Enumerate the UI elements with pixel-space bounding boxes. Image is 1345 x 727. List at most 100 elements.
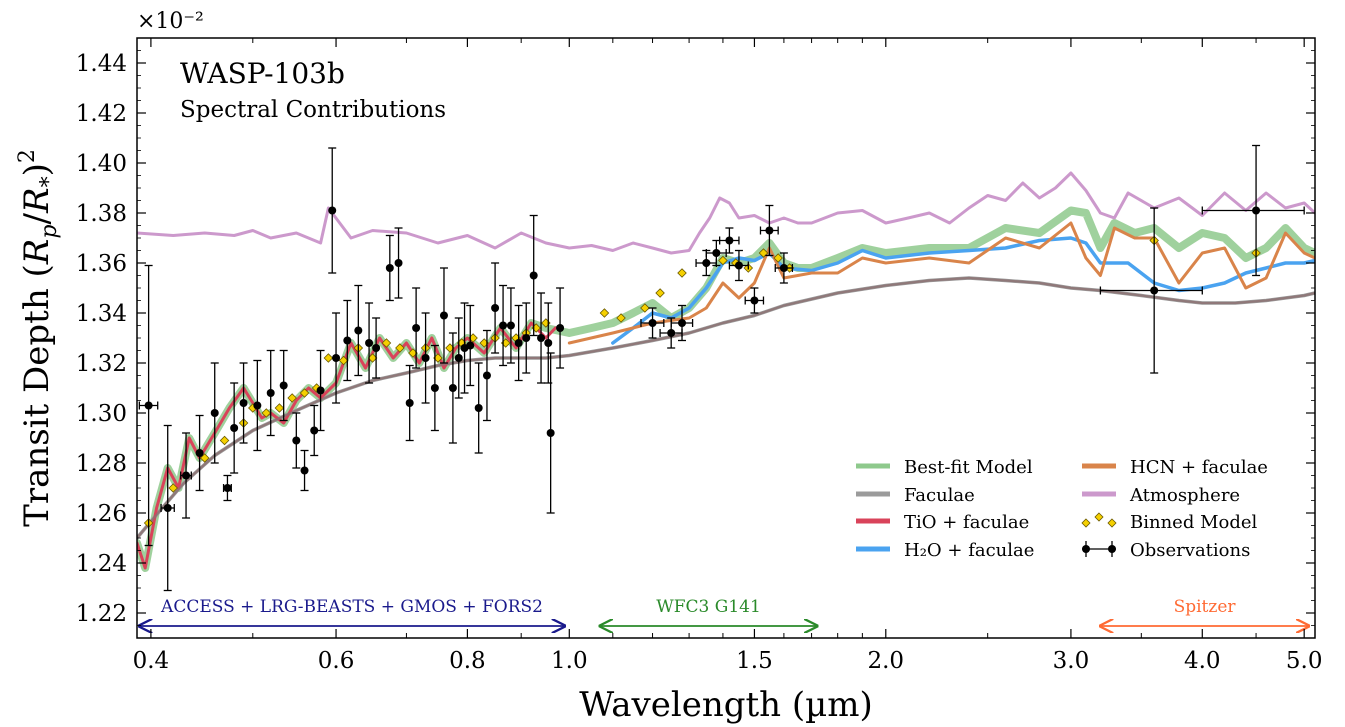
y-tick-label: 1.30 <box>76 401 127 427</box>
observation-point <box>544 302 553 384</box>
y-tick-label: 1.24 <box>76 551 127 577</box>
observation-marker <box>210 409 219 417</box>
legend-item-tio-faculae: TiO + faculae <box>856 512 1029 533</box>
observation-marker <box>365 339 374 347</box>
observation-point <box>466 304 475 387</box>
observation-marker <box>385 264 394 272</box>
observation-marker <box>544 339 553 347</box>
x-tick-label: 0.6 <box>318 648 355 674</box>
observation-marker <box>506 321 515 330</box>
observation-point <box>328 147 337 274</box>
binned-point <box>274 403 285 413</box>
observation-point <box>210 362 219 464</box>
observation-marker <box>430 384 439 392</box>
legend-label: Atmosphere <box>1129 485 1240 506</box>
observation-marker <box>1252 206 1261 215</box>
y-tick-label: 1.28 <box>76 451 127 477</box>
observation-point <box>728 249 749 282</box>
y-tick-label: 1.38 <box>76 201 127 227</box>
observation-marker <box>328 206 337 215</box>
observation-marker <box>163 504 172 512</box>
observation-point <box>421 312 430 404</box>
y-tick-label: 1.22 <box>76 601 127 627</box>
y-tick-label: 1.36 <box>76 251 127 277</box>
x-tick-label: 1.0 <box>551 648 588 674</box>
range-label-spitzer: Spitzer <box>1174 597 1237 617</box>
x-tick-label: 4.0 <box>1184 648 1221 674</box>
observation-marker <box>750 296 759 305</box>
observation-marker <box>466 341 475 350</box>
observation-point <box>448 332 457 444</box>
legend-swatch-dot <box>1108 545 1116 553</box>
series-tio-faculae <box>137 321 557 570</box>
y-multiplier: ×10⁻² <box>137 9 204 34</box>
observation-point <box>759 204 779 257</box>
observation-point <box>439 267 448 364</box>
observation-marker <box>310 426 319 435</box>
legend-item-h-o-faculae: H₂O + faculae <box>856 540 1034 561</box>
observation-marker <box>266 389 275 397</box>
observation-marker <box>546 429 555 437</box>
legend-item-observations: Observations <box>1082 540 1250 561</box>
observation-point <box>522 302 531 374</box>
series-layer <box>137 171 1315 572</box>
y-tick-label: 1.44 <box>76 51 127 77</box>
axis-ticks: 0.4 0.6 0.8 1.0 1.5 2.0 3.0 4.0 5.0 1.22 1.24 1.26 1… <box>76 37 1323 674</box>
x-tick-label: 2.0 <box>867 648 904 674</box>
series-faculae-overlay <box>137 276 1315 539</box>
observation-marker <box>448 384 457 392</box>
observation-marker <box>725 236 734 245</box>
binned-point <box>395 343 405 353</box>
observation-marker <box>394 259 403 267</box>
y-tick-label: 1.42 <box>76 101 127 127</box>
observation-point <box>160 424 175 592</box>
observation-point <box>640 307 665 339</box>
observation-point <box>474 362 483 454</box>
range-label-access-lrg-beasts-gmos-fors2: ACCESS + LRG-BEASTS + GMOS + FORS2 <box>160 597 543 617</box>
observation-marker <box>230 424 239 432</box>
observation-marker <box>678 319 687 327</box>
observation-marker <box>223 484 232 492</box>
binned-point <box>287 393 297 403</box>
legend-swatch <box>1107 518 1117 528</box>
series-hcn-faculae <box>567 221 1315 345</box>
observation-point <box>774 252 794 284</box>
observation-marker <box>292 436 301 445</box>
observation-point <box>556 287 565 369</box>
observation-marker <box>474 404 483 412</box>
binned-point <box>381 338 392 348</box>
observation-point <box>310 404 319 457</box>
observation-marker <box>734 261 743 270</box>
observation-marker <box>556 324 565 332</box>
binned-point <box>219 435 230 446</box>
observation-marker <box>144 401 153 410</box>
observation-point <box>537 292 546 384</box>
legend-item-binned-model: Binned Model <box>1081 512 1258 533</box>
x-tick-label: 5.0 <box>1286 648 1323 674</box>
observation-point <box>332 312 341 404</box>
observation-marker <box>454 354 463 362</box>
observation-marker <box>482 371 491 380</box>
observation-point <box>514 304 523 382</box>
binned-point <box>718 255 728 266</box>
observation-point <box>266 349 275 437</box>
x-tick-label: 1.5 <box>736 648 773 674</box>
observation-point <box>529 214 538 337</box>
observation-marker <box>253 401 262 410</box>
observation-marker <box>239 399 248 407</box>
binned-point <box>599 308 610 318</box>
binned-point <box>299 388 310 398</box>
observation-marker <box>514 339 523 347</box>
observation-point <box>385 234 394 302</box>
legend-label: Best-fit Model <box>904 457 1033 478</box>
observation-marker <box>279 381 288 390</box>
legend-swatch-dot <box>1082 545 1090 553</box>
observation-marker <box>667 329 676 337</box>
binned-point <box>367 353 378 363</box>
legend-label: HCN + faculae <box>1130 457 1268 478</box>
legend: Best-fit Model Faculae TiO + faculae H₂O + … <box>856 457 1268 561</box>
observation-point <box>454 317 463 399</box>
observations-layer <box>138 144 1305 592</box>
legend-label: TiO + faculae <box>904 512 1029 533</box>
